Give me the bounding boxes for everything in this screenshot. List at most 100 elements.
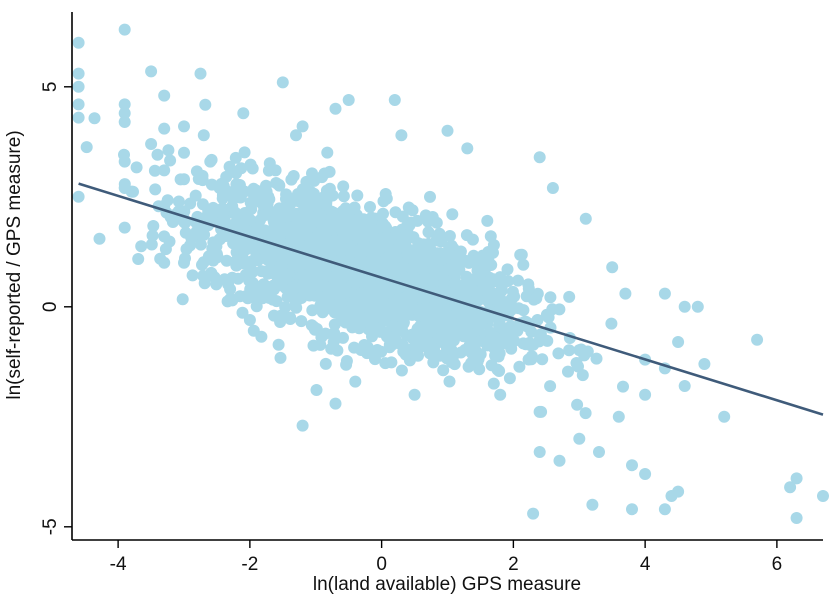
data-point bbox=[335, 296, 348, 309]
data-point bbox=[501, 263, 514, 276]
data-point bbox=[364, 228, 377, 241]
data-point bbox=[210, 248, 223, 260]
data-point bbox=[179, 226, 192, 239]
data-point bbox=[424, 190, 436, 203]
data-point bbox=[272, 264, 285, 277]
data-point bbox=[571, 398, 584, 411]
data-point bbox=[93, 232, 106, 245]
data-point bbox=[572, 360, 584, 373]
data-point bbox=[359, 290, 372, 303]
data-point bbox=[340, 358, 353, 371]
data-point bbox=[552, 347, 565, 360]
data-point bbox=[533, 446, 546, 458]
data-point bbox=[403, 219, 416, 232]
data-point bbox=[237, 107, 250, 120]
data-point bbox=[407, 302, 419, 315]
data-point bbox=[237, 239, 250, 251]
data-point bbox=[148, 164, 161, 177]
data-point bbox=[349, 277, 362, 289]
data-point bbox=[379, 188, 392, 200]
data-point bbox=[244, 158, 257, 171]
data-point bbox=[266, 293, 279, 306]
data-point bbox=[468, 255, 481, 268]
data-point bbox=[579, 407, 592, 420]
data-point bbox=[118, 182, 131, 194]
data-point bbox=[205, 178, 218, 191]
data-point bbox=[337, 190, 350, 203]
data-point bbox=[319, 357, 332, 370]
data-point bbox=[72, 67, 85, 80]
data-point bbox=[672, 485, 685, 498]
x-tick-label: 0 bbox=[376, 554, 387, 575]
data-point bbox=[321, 146, 334, 159]
x-tick-label: -4 bbox=[110, 554, 127, 575]
data-point bbox=[273, 179, 286, 192]
data-point bbox=[149, 183, 162, 196]
data-point bbox=[320, 269, 333, 282]
data-point bbox=[416, 303, 428, 316]
data-point bbox=[88, 112, 101, 125]
data-point bbox=[226, 190, 239, 203]
data-point bbox=[235, 162, 248, 175]
data-point bbox=[422, 215, 435, 228]
data-point bbox=[383, 232, 396, 245]
data-point bbox=[224, 283, 237, 296]
data-point bbox=[279, 301, 292, 314]
data-point bbox=[482, 294, 495, 307]
data-point bbox=[391, 262, 404, 275]
data-point bbox=[220, 254, 233, 267]
data-point bbox=[207, 207, 220, 220]
data-point bbox=[216, 202, 229, 215]
data-point bbox=[462, 275, 475, 288]
data-point bbox=[210, 278, 223, 291]
data-point bbox=[544, 291, 557, 304]
x-tick-label: 4 bbox=[640, 554, 651, 575]
data-point bbox=[357, 239, 370, 252]
data-point bbox=[72, 36, 85, 49]
data-point bbox=[522, 282, 535, 295]
data-point bbox=[118, 23, 131, 36]
data-point bbox=[443, 230, 456, 242]
data-point bbox=[406, 204, 419, 217]
data-point bbox=[369, 353, 381, 366]
data-point bbox=[502, 327, 515, 340]
data-point bbox=[72, 111, 85, 124]
data-point bbox=[326, 245, 339, 258]
data-point bbox=[315, 217, 328, 230]
x-tick-label: 2 bbox=[508, 554, 519, 575]
data-point bbox=[335, 313, 348, 326]
data-point bbox=[261, 267, 274, 280]
data-point bbox=[606, 261, 619, 274]
y-tick-label: 5 bbox=[40, 82, 61, 93]
data-point bbox=[718, 410, 731, 423]
data-point bbox=[151, 148, 164, 161]
data-point bbox=[135, 240, 148, 253]
data-point bbox=[639, 388, 652, 401]
data-point bbox=[307, 187, 320, 200]
data-point bbox=[445, 356, 458, 369]
data-point bbox=[276, 311, 289, 324]
data-point bbox=[388, 94, 401, 106]
data-point bbox=[533, 335, 546, 348]
data-point bbox=[522, 353, 535, 366]
data-point bbox=[238, 185, 251, 198]
data-point bbox=[553, 303, 566, 316]
data-point bbox=[404, 244, 417, 257]
data-point bbox=[272, 221, 284, 233]
data-point bbox=[308, 174, 321, 187]
data-point bbox=[72, 98, 85, 111]
data-point bbox=[422, 226, 435, 239]
data-point bbox=[658, 503, 671, 516]
data-point bbox=[590, 352, 603, 365]
data-point bbox=[309, 197, 322, 210]
data-point bbox=[678, 380, 691, 392]
data-point bbox=[395, 364, 408, 377]
data-point bbox=[395, 129, 408, 142]
data-point bbox=[366, 248, 379, 261]
data-point bbox=[784, 481, 797, 494]
data-point bbox=[474, 348, 487, 361]
data-point bbox=[578, 349, 591, 362]
data-point bbox=[342, 94, 355, 106]
data-point bbox=[295, 315, 308, 328]
